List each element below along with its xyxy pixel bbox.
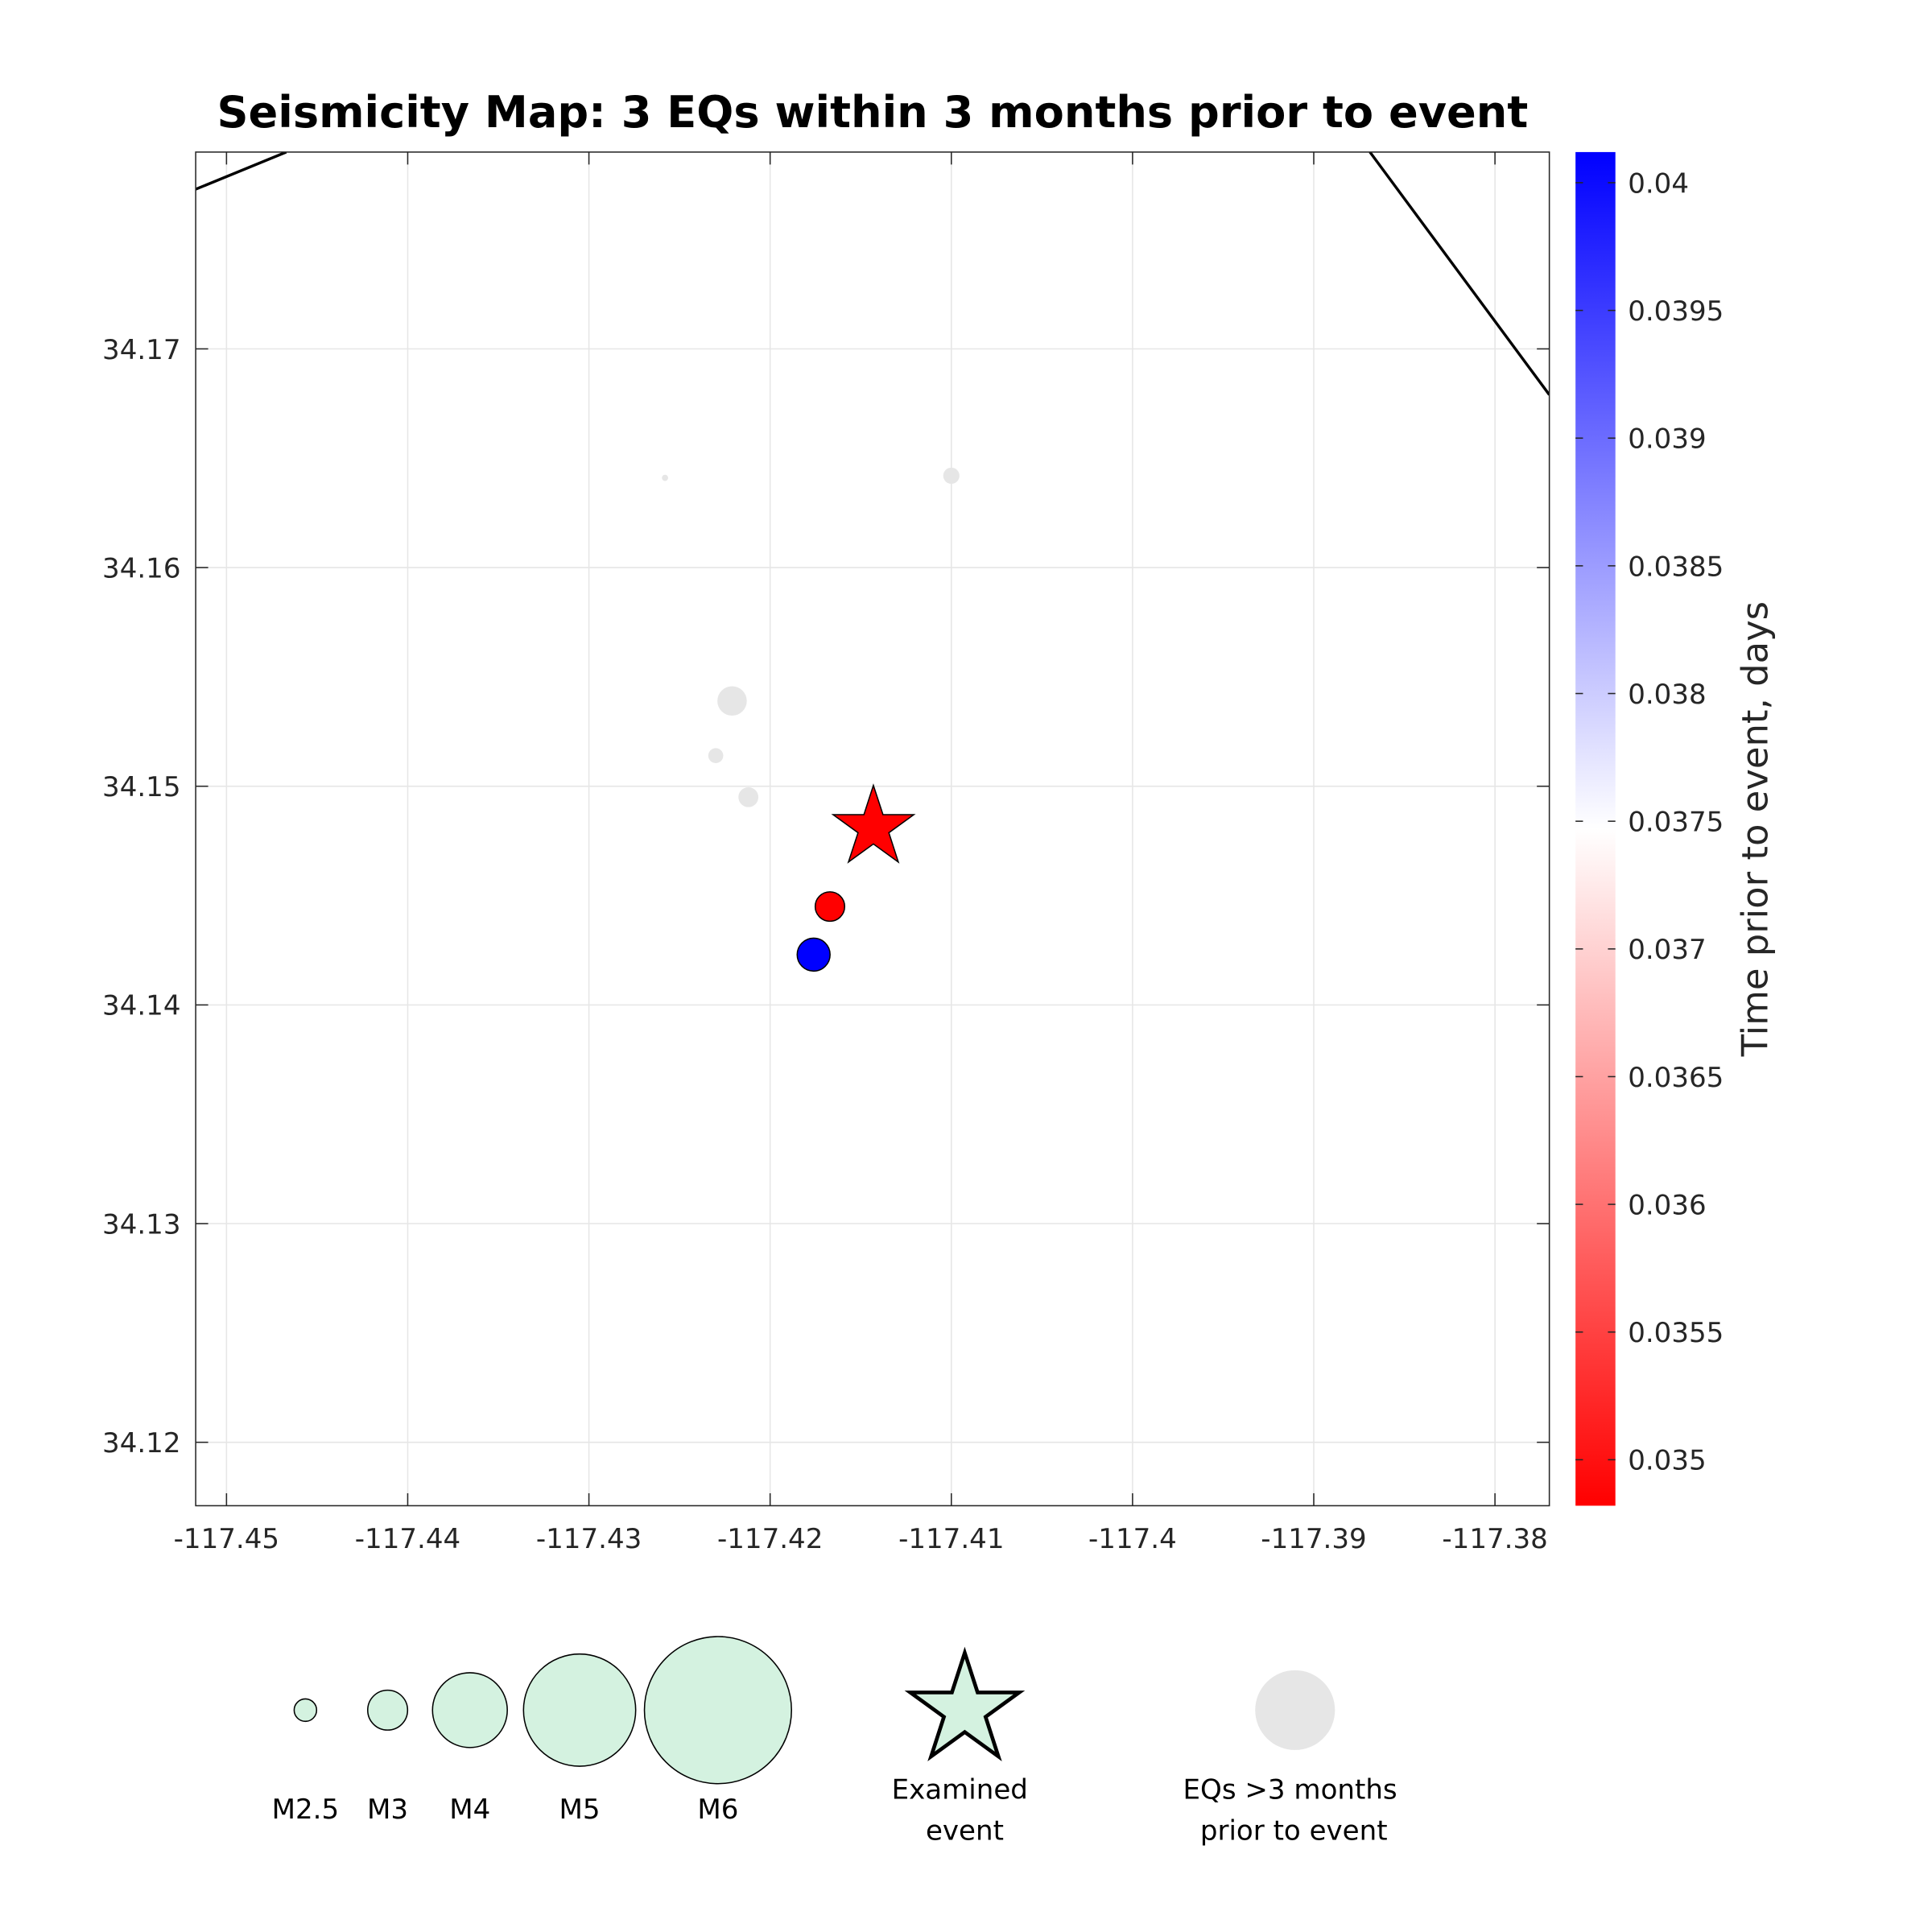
plot-marks — [196, 151, 1550, 972]
colorbar-tick-label: 0.039 — [1628, 423, 1706, 456]
older-eq-point — [662, 474, 668, 481]
legend-magnitude-label: M3 — [367, 1794, 408, 1826]
legend-magnitude-label: M6 — [697, 1794, 738, 1826]
legend-examined-line1: Examined — [892, 1773, 1028, 1806]
colorbar — [1575, 151, 1616, 1506]
y-tick-label: 34.17 — [102, 334, 180, 366]
older-eq-point — [738, 786, 759, 807]
plot-axes-box — [195, 151, 1550, 1507]
colorbar-tick-label: 0.037 — [1628, 934, 1706, 966]
recent-eq-point — [796, 937, 831, 972]
colorbar-tick-label: 0.035 — [1628, 1445, 1706, 1477]
axis-ticks: -117.45 -117.44 -117.43 -117.42 -117.41 -117.… — [102, 151, 1550, 1555]
colorbar-tick-label: 0.0385 — [1628, 551, 1724, 583]
fault-line — [196, 151, 287, 191]
legend-magnitude-marker — [367, 1689, 409, 1731]
x-tick-label: -117.39 — [1261, 1523, 1366, 1555]
legend-magnitude-marker — [293, 1698, 318, 1723]
x-tick-label: -117.44 — [355, 1523, 460, 1555]
y-tick-label: 34.15 — [102, 771, 180, 803]
y-tick-label: 34.13 — [102, 1208, 180, 1241]
y-tick-label: 34.12 — [102, 1427, 180, 1459]
x-tick-label: -117.43 — [536, 1523, 642, 1555]
x-tick-label: -117.38 — [1442, 1523, 1547, 1555]
colorbar-tick-label: 0.0395 — [1628, 295, 1724, 328]
colorbar-tick-label: 0.04 — [1628, 167, 1689, 200]
colorbar-tick-label: 0.0355 — [1628, 1317, 1724, 1349]
colorbar-ticks: 0.035 0.0355 0.036 0.0365 0.037 0.0375 0.038 0.… — [1575, 167, 1724, 1477]
chart-title: Seismicity Map: 3 EQs within 3 months pr… — [217, 87, 1528, 138]
older-eq-point — [943, 467, 960, 485]
legend-older-line1: EQs >3 months — [1183, 1773, 1397, 1806]
legend-older-eq-marker — [1255, 1670, 1335, 1750]
colorbar-tick-label: 0.036 — [1628, 1189, 1706, 1221]
colorbar-tick-label: 0.038 — [1628, 679, 1706, 711]
legend: Examined event EQs >3 months prior to ev… — [272, 1636, 1397, 1847]
legend-magnitude-marker — [431, 1672, 508, 1748]
legend-star-icon — [904, 1646, 1026, 1762]
colorbar-label: Time prior to event, days — [1734, 601, 1777, 1057]
x-tick-label: -117.45 — [174, 1523, 279, 1555]
y-tick-label: 34.16 — [102, 552, 180, 584]
colorbar-tick-label: 0.0375 — [1628, 807, 1724, 839]
legend-examined-line2: event — [926, 1814, 1004, 1847]
legend-magnitude-label: M5 — [559, 1794, 600, 1826]
recent-eq-point — [814, 891, 846, 923]
legend-magnitude-label: M2.5 — [272, 1794, 340, 1826]
y-tick-label: 34.14 — [102, 990, 180, 1022]
examined-event-star — [831, 783, 916, 864]
older-eq-point — [708, 748, 724, 763]
legend-magnitude-marker — [522, 1653, 637, 1767]
fault-line — [1368, 151, 1550, 396]
grid-lines — [196, 151, 1550, 1506]
x-tick-label: -117.4 — [1088, 1523, 1177, 1555]
older-eq-point — [717, 686, 747, 716]
x-tick-label: -117.42 — [717, 1523, 823, 1555]
legend-magnitude-marker — [643, 1636, 792, 1785]
colorbar-tick-label: 0.0365 — [1628, 1062, 1724, 1094]
legend-magnitude-label: M4 — [449, 1794, 490, 1826]
legend-older-line2: prior to event — [1200, 1814, 1388, 1847]
x-tick-label: -117.41 — [898, 1523, 1004, 1555]
